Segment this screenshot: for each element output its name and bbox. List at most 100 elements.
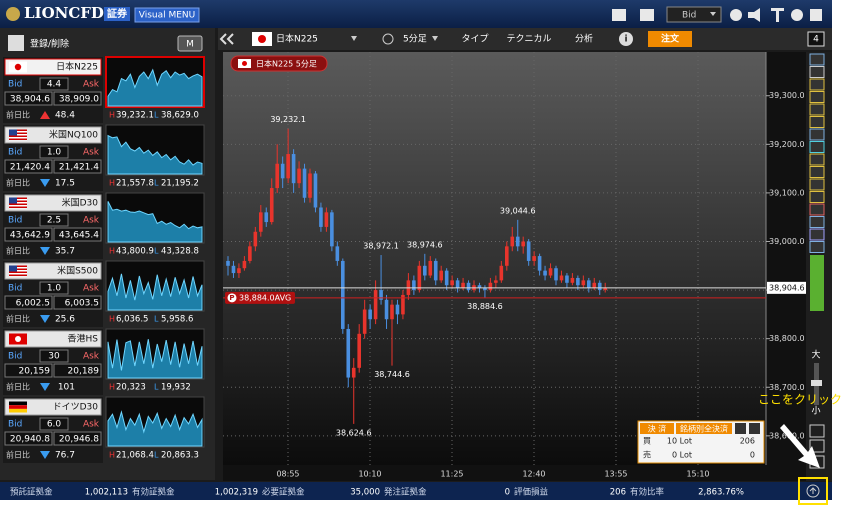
ask[interactable]: 21,421.4 — [59, 163, 99, 173]
instrument[interactable]: 香港HS Bid 30 Ask 20,159 20,189 前日比 101 H 20,323 L 19… — [3, 328, 205, 395]
ask-box[interactable] — [53, 295, 102, 310]
ask[interactable]: 20,189 — [68, 367, 100, 377]
edit-label[interactable]: 登録/削除 — [30, 38, 69, 50]
info-label[interactable]: i — [624, 35, 627, 45]
x-tick-label: 15:10 — [686, 470, 709, 479]
spread-box — [39, 417, 69, 431]
y-tick-label: 39,200.0 — [769, 140, 805, 149]
order-label[interactable]: 注文 — [661, 33, 680, 45]
bid-label: Bid — [8, 148, 22, 158]
tool-button[interactable] — [809, 241, 825, 253]
tool-button[interactable] — [809, 153, 825, 166]
status-value: 1,002,113 — [85, 488, 128, 498]
flag-canton — [9, 265, 17, 272]
ask[interactable]: 6,003.5 — [65, 299, 99, 309]
instrument[interactable]: 米国NQ100 Bid 1.0 Ask 21,420.4 21,421.4 前日比 17.5 H… — [3, 124, 205, 191]
tool-button[interactable] — [809, 228, 825, 241]
pin-button[interactable] — [735, 423, 746, 434]
toolbar-analysis[interactable]: 分析 — [575, 33, 593, 45]
toolbar-type[interactable]: タイプ — [461, 34, 488, 45]
ask[interactable]: 38,909.0 — [59, 95, 99, 105]
ask[interactable]: 20,946.8 — [59, 435, 99, 445]
bid-box[interactable] — [4, 363, 53, 378]
settle-all-button[interactable] — [676, 423, 732, 434]
ask[interactable]: 43,645.4 — [59, 231, 99, 241]
bid-box[interactable] — [4, 295, 53, 310]
tool-button[interactable] — [809, 439, 825, 453]
bid[interactable]: 43,642.9 — [10, 231, 50, 241]
ask-box[interactable] — [53, 363, 102, 378]
ask-box[interactable] — [53, 431, 102, 446]
menu-button[interactable] — [134, 7, 200, 23]
tool-button[interactable] — [809, 191, 825, 203]
buy-pl: 206 — [740, 437, 755, 446]
change-arrow — [40, 451, 50, 459]
bid-box[interactable] — [4, 431, 53, 446]
tool-button[interactable] — [809, 103, 825, 116]
toolbar-interval[interactable]: 5分足 — [403, 34, 427, 45]
bid[interactable]: 20,159 — [19, 367, 51, 377]
tool-button[interactable] — [809, 53, 825, 66]
price-annotation: 39,232.1 — [270, 115, 306, 124]
avg-icon: P — [229, 294, 234, 302]
tool-button[interactable] — [809, 78, 825, 91]
mode-button[interactable] — [177, 35, 203, 52]
tool-button[interactable] — [809, 216, 825, 228]
tool-button[interactable] — [809, 66, 825, 78]
tool-button[interactable] — [809, 141, 825, 153]
order-button[interactable] — [648, 31, 692, 47]
toolbar-symbol[interactable]: 日本N225 — [276, 33, 318, 45]
bid[interactable]: 6,002.5 — [16, 299, 50, 309]
high: 21,068.4 — [116, 451, 154, 461]
price-mode-select[interactable] — [666, 6, 722, 23]
tool-button[interactable] — [809, 128, 825, 141]
collapse-icon[interactable] — [219, 33, 234, 45]
candle-body — [433, 260, 438, 281]
settle-label[interactable]: 決 済 — [648, 424, 667, 434]
info-button[interactable] — [619, 32, 633, 46]
tool-button[interactable] — [809, 203, 825, 216]
status-label: 必要証拠金 — [262, 487, 305, 498]
flag-band — [9, 401, 27, 406]
zoom-thumb[interactable] — [811, 380, 822, 386]
bid[interactable]: 38,904.6 — [10, 95, 50, 105]
bid-box[interactable] — [4, 159, 53, 174]
status-label: 有効比率 — [630, 487, 665, 498]
ask-box[interactable] — [53, 91, 102, 106]
scroll-top-button[interactable] — [806, 484, 820, 498]
change: 101 — [58, 383, 75, 393]
menu-label[interactable]: Visual MENU — [139, 11, 196, 21]
tool-button[interactable] — [809, 178, 825, 191]
candle-body — [351, 367, 356, 378]
bid-box[interactable] — [4, 227, 53, 242]
toolbar-technical[interactable]: テクニカル — [506, 34, 551, 45]
tool-button[interactable] — [809, 424, 825, 438]
mode-label[interactable]: M — [186, 40, 194, 50]
bid[interactable]: 20,940.8 — [10, 435, 50, 445]
candle-body — [526, 241, 531, 261]
tool-bar-green[interactable] — [810, 255, 824, 311]
avg-icon-bg — [227, 293, 237, 303]
candle-body — [384, 299, 389, 320]
change-arrow — [40, 315, 50, 323]
minimize-button[interactable] — [749, 423, 760, 434]
ask-box[interactable] — [53, 159, 102, 174]
tool-button[interactable] — [809, 91, 825, 103]
edit-icon[interactable] — [8, 35, 24, 51]
flag-stripe — [9, 206, 27, 208]
tool-button[interactable] — [809, 116, 825, 128]
candle-body — [302, 168, 307, 198]
spread: 2.5 — [47, 216, 61, 226]
price-mode[interactable]: Bid — [682, 11, 696, 21]
ask-box[interactable] — [53, 227, 102, 242]
x-tick-label: 13:55 — [604, 470, 627, 479]
instrument[interactable]: 米国S500 Bid 1.0 Ask 6,002.5 6,003.5 前日比 25.6 H 6,0… — [3, 260, 205, 327]
tool-button[interactable] — [809, 166, 825, 178]
bid[interactable]: 21,420.4 — [10, 163, 50, 173]
settle-all-label[interactable]: 銘柄別全決済 — [680, 424, 728, 434]
bid-box[interactable] — [4, 91, 53, 106]
settle-button[interactable] — [640, 423, 674, 434]
